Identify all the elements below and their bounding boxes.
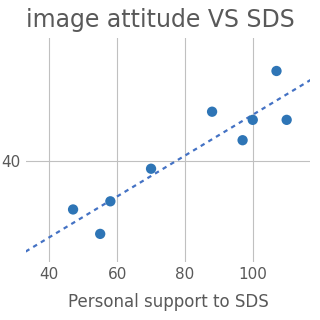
Point xyxy=(210,109,215,114)
Point xyxy=(98,231,103,236)
Text: image attitude VS SDS: image attitude VS SDS xyxy=(26,8,294,32)
Point xyxy=(250,117,255,123)
Point xyxy=(274,68,279,74)
Point xyxy=(108,199,113,204)
Point xyxy=(70,207,76,212)
X-axis label: Personal support to SDS: Personal support to SDS xyxy=(68,293,268,311)
Point xyxy=(284,117,289,123)
Point xyxy=(148,166,154,171)
Point xyxy=(240,138,245,143)
